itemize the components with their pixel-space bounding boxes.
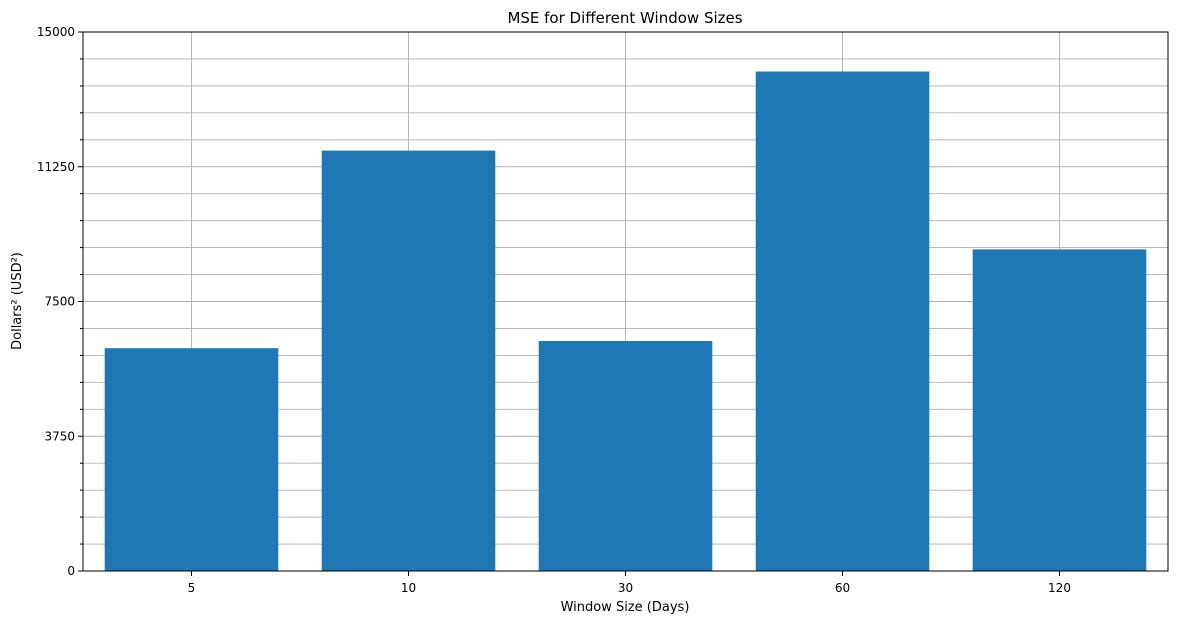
bar: [538, 341, 713, 571]
x-tick-label: 120: [1048, 581, 1071, 595]
y-tick-label: 0: [67, 564, 75, 578]
x-axis-label: Window Size (Days): [561, 600, 690, 615]
y-axis-label: Dollars² (USD²): [10, 252, 25, 350]
ticks: 0 3750 7500 11250 15000 5 10 30 60 120: [37, 25, 1071, 595]
y-tick-label: 15000: [37, 25, 75, 39]
chart-title: MSE for Different Window Sizes: [507, 9, 742, 27]
x-tick-label: 60: [835, 581, 850, 595]
x-tick-label: 30: [618, 581, 633, 595]
bar: [972, 249, 1147, 571]
plot-frame: [82, 31, 1169, 572]
y-tick-label: 7500: [44, 295, 75, 309]
x-tick-label: 10: [401, 581, 416, 595]
y-tick-label: 3750: [44, 429, 75, 443]
bar: [755, 71, 930, 571]
y-tick-label: 11250: [37, 160, 75, 174]
x-tick-label: 5: [188, 581, 196, 595]
bar: [321, 150, 496, 571]
bars: [104, 71, 1147, 571]
bar: [104, 348, 279, 571]
